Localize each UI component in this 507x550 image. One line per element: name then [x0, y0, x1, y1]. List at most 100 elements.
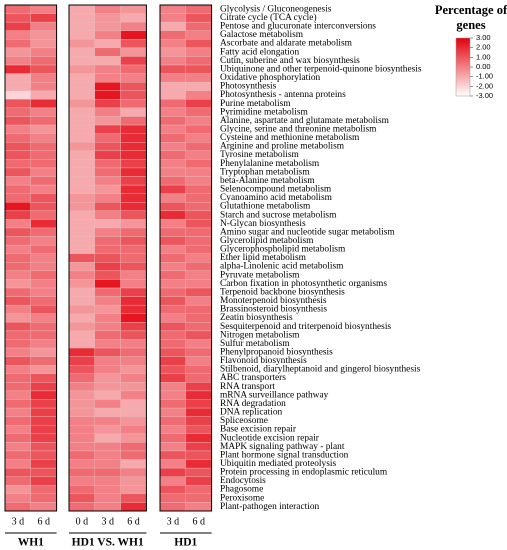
column-label: 6 d [192, 516, 205, 527]
heatmap-cell [30, 304, 57, 314]
heatmap-cell [185, 107, 212, 117]
heatmap-cell [4, 416, 31, 426]
heatmap-cell [4, 193, 31, 203]
group-label: WH1 [18, 537, 44, 549]
heatmap-cell [120, 81, 147, 91]
heatmap-cell [4, 176, 31, 186]
heatmap-cell [68, 21, 95, 31]
heatmap-cell [68, 433, 95, 443]
heatmap-cell [30, 227, 57, 237]
heatmap-cell [68, 270, 95, 280]
heatmap-cell [4, 467, 31, 477]
heatmap-cell [68, 56, 95, 66]
heatmap-cell [4, 502, 31, 512]
heatmap-cell [4, 296, 31, 306]
heatmap-cell [68, 244, 95, 254]
heatmap-cell [68, 339, 95, 349]
heatmap-cell [4, 47, 31, 57]
row-label: Brassinosteroid biosynthesis [220, 305, 327, 315]
row-label: Pyruvate metabolism [220, 270, 300, 280]
heatmap-cell [120, 244, 147, 254]
heatmap-cell [94, 39, 121, 49]
heatmap-cell [185, 56, 212, 66]
heatmap-cell [68, 279, 95, 289]
heatmap-cell [94, 399, 121, 409]
heatmap-cell [120, 253, 147, 263]
heatmap-cell [159, 184, 186, 194]
heatmap-cell [120, 339, 147, 349]
heatmap-cell [68, 450, 95, 460]
heatmap-cell [68, 262, 95, 272]
row-label: Pentose and glucuronate interconversions [220, 22, 376, 32]
heatmap-cell [185, 416, 212, 426]
heatmap-cell [120, 467, 147, 477]
heatmap-cell [185, 304, 212, 314]
heatmap-cell [4, 116, 31, 126]
heatmap-cell [159, 253, 186, 263]
heatmap-cell [68, 442, 95, 452]
heatmap-cell [68, 476, 95, 486]
heatmap-cell [30, 365, 57, 374]
heatmap-cell [185, 47, 212, 57]
row-label: Flavonoid biosynthesis [220, 356, 307, 366]
heatmap-cell [94, 416, 121, 426]
heatmap-cell [120, 356, 147, 366]
heatmap-cell [30, 81, 57, 91]
heatmap-cell [68, 124, 95, 134]
heatmap-cell [159, 133, 186, 143]
color-bar [455, 37, 471, 97]
heatmap-cell [30, 176, 57, 186]
heatmap-cell [159, 493, 186, 503]
heatmap-cell [4, 236, 31, 246]
heatmap-cell [185, 313, 212, 323]
heatmap-cell [185, 124, 212, 134]
heatmap-cell [120, 99, 147, 109]
heatmap-cell [185, 64, 212, 74]
heatmap-cell [68, 425, 95, 435]
row-label: Fatty acid elongation [220, 47, 299, 57]
heatmap-cell [185, 476, 212, 486]
heatmap-cell [68, 210, 95, 220]
heatmap-cell [4, 304, 31, 314]
heatmap-cell [159, 30, 186, 40]
heatmap-cell [159, 390, 186, 400]
heatmap-cell [68, 296, 95, 306]
heatmap-cell [94, 304, 121, 314]
color-bar-tick-label: 0.00 [476, 62, 491, 71]
heatmap-cell [94, 493, 121, 503]
heatmap-cell [4, 356, 31, 366]
heatmap-cell [4, 476, 31, 486]
heatmap-cell [120, 236, 147, 246]
heatmap-cell [4, 21, 31, 31]
heatmap-cell [94, 64, 121, 74]
heatmap-cell [185, 262, 212, 272]
heatmap-cell [4, 433, 31, 443]
heatmap-cell [185, 210, 212, 220]
heatmap-cell [30, 116, 57, 126]
heatmap-cell [185, 81, 212, 91]
heatmap-cell [94, 56, 121, 66]
row-label: Glycolysis / Gluconeogenesis [220, 4, 332, 14]
heatmap-cell [159, 202, 186, 212]
row-label: Glycerophospholipid metabolism [220, 245, 346, 255]
heatmap-cell [68, 73, 95, 83]
heatmap-cell [30, 30, 57, 40]
heatmap-cell [94, 476, 121, 486]
heatmap-cell [120, 202, 147, 212]
heatmap-cell [185, 159, 212, 169]
heatmap-cell [68, 219, 95, 229]
heatmap-cell [30, 339, 57, 349]
heatmap-cell [185, 365, 212, 374]
heatmap-cell [30, 279, 57, 289]
heatmap-cell [68, 459, 95, 469]
heatmap-cell [159, 167, 186, 177]
heatmap-cell [4, 167, 31, 177]
heatmap-cell [94, 502, 121, 512]
heatmap-cell [120, 450, 147, 460]
heatmap-cell [185, 227, 212, 237]
heatmap-cell [68, 184, 95, 194]
heatmap-cell [30, 4, 57, 14]
heatmap-cell [4, 30, 31, 40]
heatmap-cell [120, 425, 147, 435]
heatmap-cell [159, 262, 186, 272]
